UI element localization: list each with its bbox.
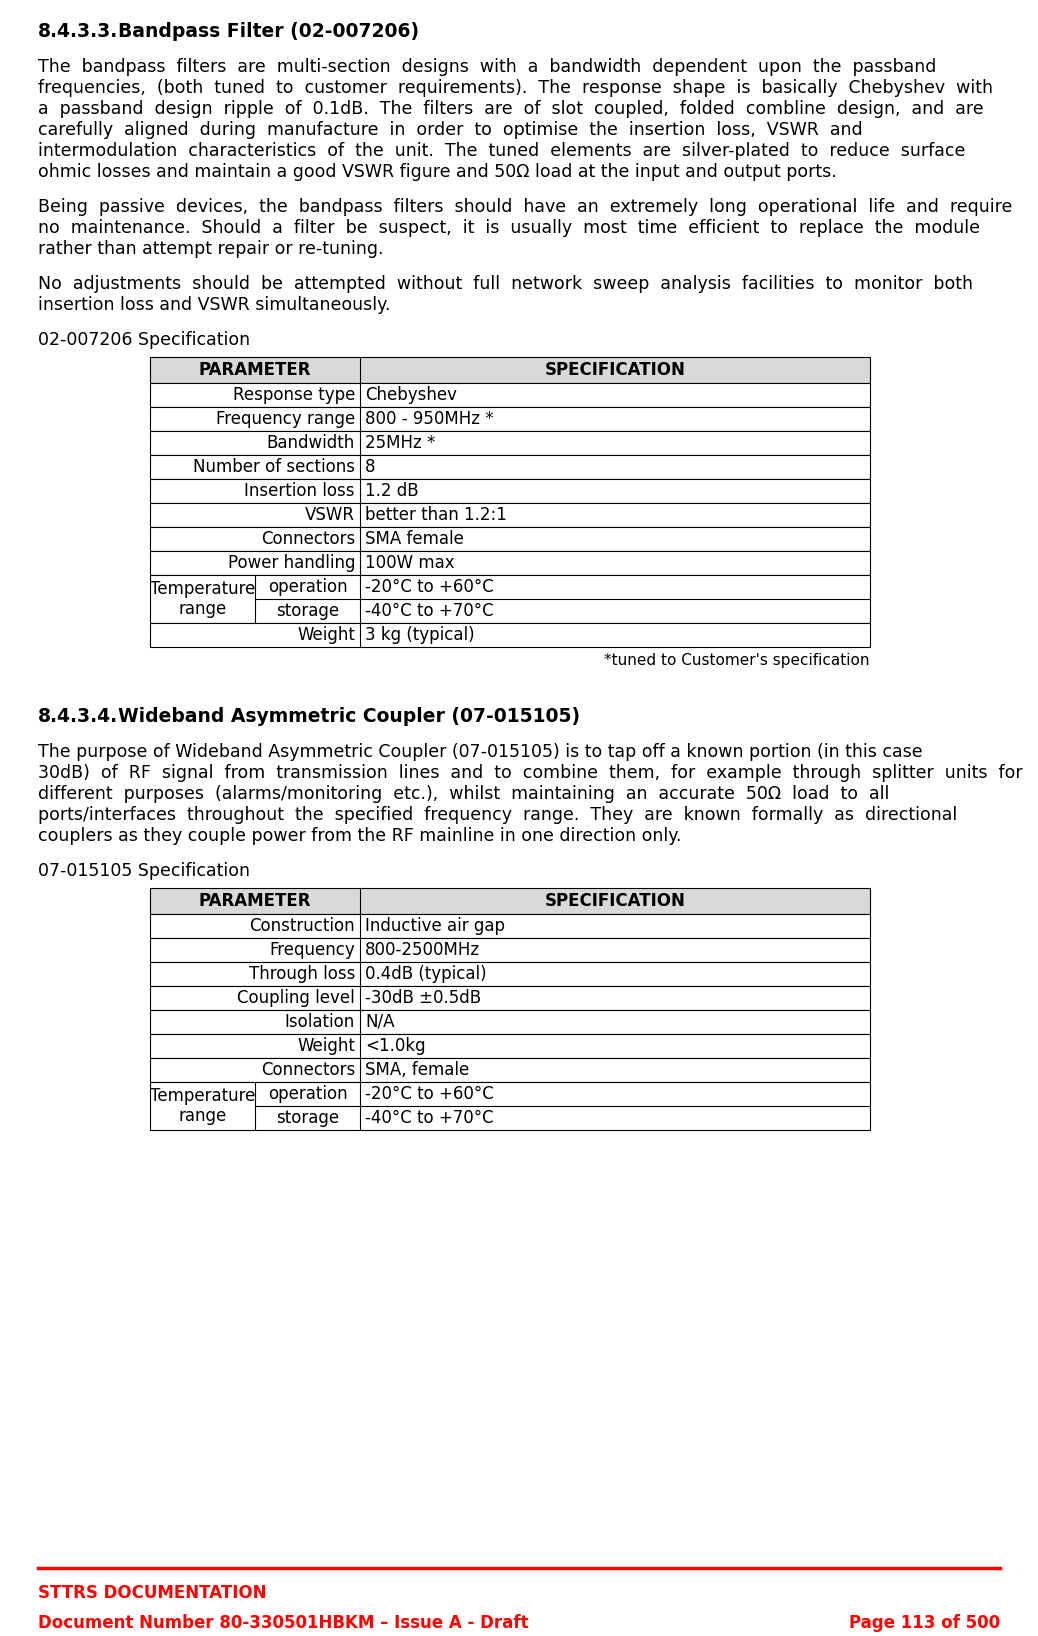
Text: VSWR: VSWR [305,506,355,524]
Text: Response type: Response type [233,386,355,404]
Text: Page 113 of 500: Page 113 of 500 [849,1615,1000,1633]
Text: different  purposes  (alarms/monitoring  etc.),  whilst  maintaining  an  accura: different purposes (alarms/monitoring et… [38,785,890,803]
Text: Being  passive  devices,  the  bandpass  filters  should  have  an  extremely  l: Being passive devices, the bandpass filt… [38,198,1012,216]
Bar [151,574,870,623]
Text: -20°C to +60°C: -20°C to +60°C [365,1085,494,1103]
Bar [151,1058,870,1081]
Bar [151,987,870,1009]
Text: STTRS DOCUMENTATION: STTRS DOCUMENTATION [38,1584,267,1602]
Bar [151,430,870,455]
Bar [151,937,870,962]
Text: The purpose of Wideband Asymmetric Coupler (07-015105) is to tap off a known por: The purpose of Wideband Asymmetric Coupl… [38,743,923,761]
Text: 800 - 950MHz *: 800 - 950MHz * [365,411,494,429]
Text: Connectors: Connectors [261,1062,355,1080]
Text: Frequency range: Frequency range [216,411,355,429]
Text: SPECIFICATION: SPECIFICATION [545,892,685,910]
Text: 3 kg (typical): 3 kg (typical) [365,627,474,645]
Text: ports/interfaces  throughout  the  specified  frequency  range.  They  are  know: ports/interfaces throughout the specifie… [38,807,957,825]
Bar [151,527,870,551]
Text: -40°C to +70°C: -40°C to +70°C [365,1109,494,1127]
Bar [151,1081,870,1130]
Bar [151,407,870,430]
Text: SMA, female: SMA, female [365,1062,469,1080]
Text: couplers as they couple power from the RF mainline in one direction only.: couplers as they couple power from the R… [38,828,682,846]
Text: Wideband Asymmetric Coupler (07-015105): Wideband Asymmetric Coupler (07-015105) [118,707,580,726]
Text: Power handling: Power handling [227,555,355,573]
Text: 07-015105 Specification: 07-015105 Specification [38,862,250,880]
Text: <1.0kg: <1.0kg [365,1037,426,1055]
Text: rather than attempt repair or re-tuning.: rather than attempt repair or re-tuning. [38,240,383,258]
Text: operation: operation [268,1085,348,1103]
Text: 8.4.3.4.: 8.4.3.4. [38,707,118,726]
Text: Weight: Weight [297,627,355,645]
Text: Weight: Weight [297,1037,355,1055]
Bar [151,502,870,527]
Text: intermodulation  characteristics  of  the  unit.  The  tuned  elements  are  sil: intermodulation characteristics of the u… [38,142,965,160]
Text: -30dB ±0.5dB: -30dB ±0.5dB [365,990,482,1008]
Text: SPECIFICATION: SPECIFICATION [545,362,685,380]
Text: insertion loss and VSWR simultaneously.: insertion loss and VSWR simultaneously. [38,296,390,314]
Text: storage: storage [276,602,339,620]
Text: Construction: Construction [249,918,355,936]
Text: -40°C to +70°C: -40°C to +70°C [365,602,494,620]
Text: *tuned to Customer's specification: *tuned to Customer's specification [604,653,870,667]
Text: PARAMETER: PARAMETER [198,362,311,380]
Text: frequencies,  (both  tuned  to  customer  requirements).  The  response  shape  : frequencies, (both tuned to customer req… [38,79,993,97]
Text: no  maintenance.  Should  a  filter  be  suspect,  it  is  usually  most  time  : no maintenance. Should a filter be suspe… [38,219,980,237]
Text: carefully  aligned  during  manufacture  in  order  to  optimise  the  insertion: carefully aligned during manufacture in … [38,121,863,139]
Bar [151,1009,870,1034]
Bar [151,357,870,383]
Text: 0.4dB (typical): 0.4dB (typical) [365,965,487,983]
Text: better than 1.2:1: better than 1.2:1 [365,506,507,524]
Text: Bandpass Filter (02-007206): Bandpass Filter (02-007206) [118,21,419,41]
Bar [151,1034,870,1058]
Text: Bandwidth: Bandwidth [267,434,355,452]
Text: Number of sections: Number of sections [193,458,355,476]
Text: operation: operation [268,578,348,596]
Bar [151,383,870,407]
Bar [151,455,870,479]
Text: storage: storage [276,1109,339,1127]
Text: 25MHz *: 25MHz * [365,434,435,452]
Text: Isolation: Isolation [284,1013,355,1031]
Text: PARAMETER: PARAMETER [198,892,311,910]
Text: Temperature
range: Temperature range [149,579,255,618]
Text: N/A: N/A [365,1013,394,1031]
Text: 1.2 dB: 1.2 dB [365,483,418,501]
Bar [151,551,870,574]
Text: Inductive air gap: Inductive air gap [365,918,506,936]
Text: Insertion loss: Insertion loss [245,483,355,501]
Text: Coupling level: Coupling level [238,990,355,1008]
Bar [151,479,870,502]
Text: 8.4.3.3.: 8.4.3.3. [38,21,118,41]
Text: Connectors: Connectors [261,530,355,548]
Text: -20°C to +60°C: -20°C to +60°C [365,578,494,596]
Text: The  bandpass  filters  are  multi-section  designs  with  a  bandwidth  depende: The bandpass filters are multi-section d… [38,57,936,75]
Text: 30dB)  of  RF  signal  from  transmission  lines  and  to  combine  them,  for  : 30dB) of RF signal from transmission lin… [38,764,1022,782]
Text: SMA female: SMA female [365,530,464,548]
Text: Through loss: Through loss [249,965,355,983]
Bar [151,962,870,987]
Bar [151,623,870,646]
Text: Frequency: Frequency [269,941,355,959]
Text: 100W max: 100W max [365,555,455,573]
Bar [151,888,870,915]
Text: 8: 8 [365,458,376,476]
Text: No  adjustments  should  be  attempted  without  full  network  sweep  analysis : No adjustments should be attempted witho… [38,275,973,293]
Text: 02-007206 Specification: 02-007206 Specification [38,330,250,348]
Bar [151,915,870,937]
Text: 800-2500MHz: 800-2500MHz [365,941,481,959]
Text: a  passband  design  ripple  of  0.1dB.  The  filters  are  of  slot  coupled,  : a passband design ripple of 0.1dB. The f… [38,100,984,118]
Text: Temperature
range: Temperature range [149,1086,255,1126]
Text: Chebyshev: Chebyshev [365,386,457,404]
Text: Document Number 80-330501HBKM – Issue A - Draft: Document Number 80-330501HBKM – Issue A … [38,1615,528,1633]
Text: ohmic losses and maintain a good VSWR figure and 50Ω load at the input and outpu: ohmic losses and maintain a good VSWR fi… [38,164,837,182]
